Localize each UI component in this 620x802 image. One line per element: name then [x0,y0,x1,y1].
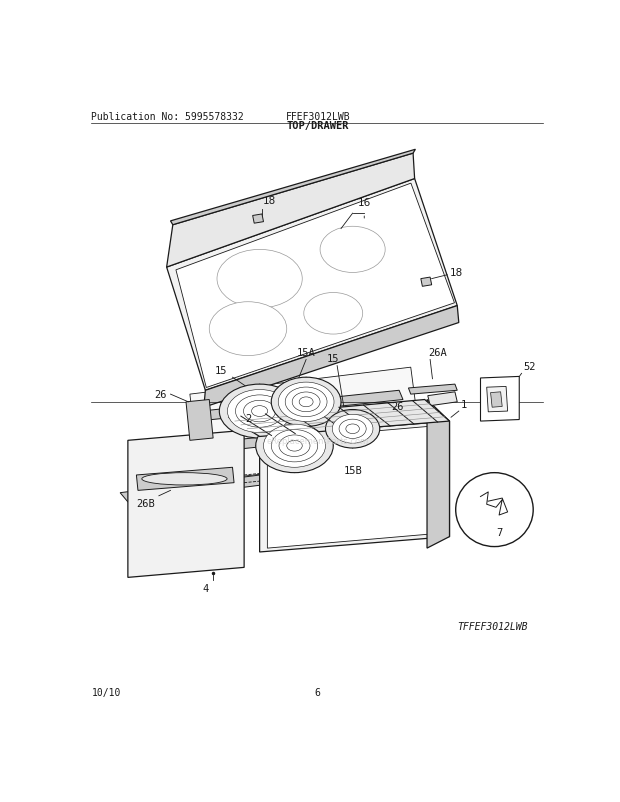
Ellipse shape [210,302,286,356]
Polygon shape [428,392,458,406]
Text: 18: 18 [263,196,277,206]
Text: 26A: 26A [428,348,446,358]
Polygon shape [176,184,454,388]
Polygon shape [490,392,502,407]
Text: TOP/DRAWER: TOP/DRAWER [286,121,349,131]
Text: 15A: 15A [297,348,316,358]
Ellipse shape [299,398,313,407]
Text: Publication No: 5995578332: Publication No: 5995578332 [92,111,244,122]
Polygon shape [260,422,450,553]
Ellipse shape [272,430,317,462]
Ellipse shape [286,441,303,452]
Polygon shape [421,277,432,287]
Polygon shape [229,400,450,437]
Text: 6: 6 [315,687,321,697]
Text: 4: 4 [202,583,208,593]
Polygon shape [136,468,234,491]
Polygon shape [204,306,459,407]
Polygon shape [255,419,334,473]
Ellipse shape [339,419,366,439]
Ellipse shape [236,395,284,427]
Ellipse shape [255,419,334,473]
Text: 18: 18 [450,267,463,277]
Polygon shape [219,385,300,439]
Ellipse shape [320,227,385,273]
Text: 26B: 26B [136,499,155,508]
Text: 10/10: 10/10 [92,687,121,697]
Ellipse shape [279,435,310,457]
Text: 15: 15 [327,354,340,364]
Ellipse shape [326,410,379,448]
Polygon shape [272,378,341,427]
Text: 7: 7 [497,528,503,537]
Text: 15: 15 [215,366,227,375]
Polygon shape [193,423,403,454]
Polygon shape [128,431,244,577]
Ellipse shape [292,392,320,412]
Polygon shape [427,400,450,549]
Polygon shape [190,367,422,481]
Ellipse shape [228,390,292,433]
Polygon shape [267,425,446,549]
Ellipse shape [217,250,303,309]
Text: TFFEF3012LWB: TFFEF3012LWB [458,621,528,630]
Polygon shape [326,410,379,448]
Polygon shape [193,391,403,422]
Text: 52: 52 [523,362,536,371]
Ellipse shape [142,473,227,485]
Ellipse shape [332,415,373,444]
Polygon shape [186,400,213,441]
Text: 16: 16 [358,198,371,208]
Ellipse shape [264,424,326,468]
Text: 26: 26 [154,390,167,399]
Text: 15B: 15B [343,465,362,476]
Ellipse shape [272,378,341,427]
Ellipse shape [285,387,327,417]
Polygon shape [409,385,458,395]
Text: 2: 2 [246,413,252,423]
Polygon shape [167,154,415,268]
Ellipse shape [456,473,533,547]
Polygon shape [120,466,341,502]
Polygon shape [253,215,264,224]
Ellipse shape [219,385,300,439]
Ellipse shape [252,406,268,417]
Ellipse shape [346,424,360,434]
Text: eReplacementParts.com: eReplacementParts.com [267,436,369,445]
Polygon shape [170,150,415,225]
Polygon shape [487,387,508,412]
Ellipse shape [244,401,276,423]
Ellipse shape [278,383,334,422]
Text: 26: 26 [391,401,404,411]
Polygon shape [480,377,520,422]
Polygon shape [167,180,458,391]
Text: FFEF3012LWB: FFEF3012LWB [285,111,350,122]
Text: 1: 1 [461,399,467,409]
Ellipse shape [304,293,363,334]
